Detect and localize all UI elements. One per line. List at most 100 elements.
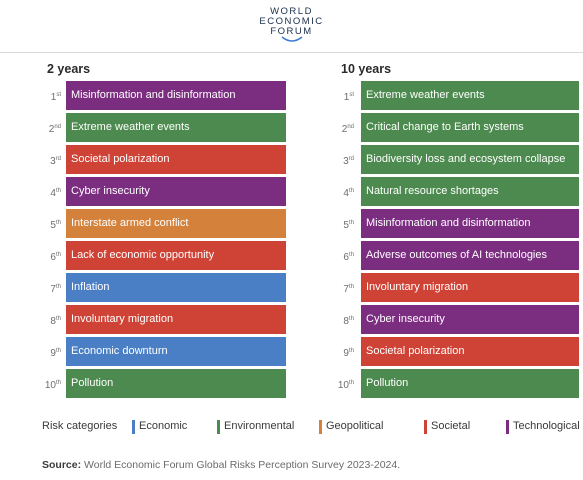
rank-label: 5th [326,209,354,238]
rank-number: 5 [50,220,56,231]
legend-label: Economic [139,420,188,432]
legend-label: Societal [431,420,471,432]
risk-bar: Critical change to Earth systems [361,113,579,142]
rank-label: 3rd [33,145,61,174]
rank-label: 3rd [326,145,354,174]
logo-arc-icon [281,36,303,42]
legend: Risk categories Economic Environmental Geo… [42,418,582,436]
risk-bar: Involuntary migration [66,305,286,334]
legend-swatch [506,420,509,434]
legend-swatch [319,420,322,434]
rank-number: 6 [50,252,56,263]
rank-number: 7 [50,284,56,295]
risk-bar: Misinformation and disinformation [361,209,579,238]
rank-label: 9th [326,337,354,366]
rank-label: 1st [33,81,61,110]
risk-bar: Societal polarization [361,337,579,366]
risk-bar: Extreme weather events [361,81,579,110]
rank-number: 1 [50,92,57,103]
rank-suffix: th [55,252,61,258]
legend-swatch [217,420,220,434]
wef-logo: WORLD ECONOMIC FORUM [0,7,583,37]
rank-label: 9th [33,337,61,366]
rank-label: 7th [326,273,354,302]
rank-suffix: th [55,316,61,322]
rank-suffix: th [348,252,354,258]
risk-bar: Involuntary migration [361,273,579,302]
rank-label: 8th [326,305,354,334]
risk-bar: Adverse outcomes of AI technologies [361,241,579,270]
rank-label: 1st [326,81,354,110]
rank-number: 4 [50,188,56,199]
rank-suffix: nd [54,124,61,130]
risk-bar: Inflation [66,273,286,302]
rank-suffix: th [55,284,61,290]
rank-number: 8 [343,316,349,327]
rank-suffix: th [55,380,61,386]
rank-suffix: st [349,92,354,98]
rank-label: 5th [33,209,61,238]
risk-bar: Cyber insecurity [66,177,286,206]
rank-suffix: th [55,348,61,354]
rank-number: 10 [337,380,349,391]
rank-number: 6 [343,252,349,263]
rank-number: 2 [48,124,55,135]
rank-number: 7 [343,284,349,295]
rank-label: 6th [326,241,354,270]
rank-suffix: th [348,220,354,226]
legend-label: Environmental [224,420,295,432]
rank-label: 4th [326,177,354,206]
rank-suffix: th [348,284,354,290]
rank-number: 3 [50,156,56,167]
logo-line-3: FORUM [270,26,313,37]
rank-label: 2nd [326,113,354,142]
logo-line-1: WORLD [270,6,313,17]
rank-label: 6th [33,241,61,270]
rank-suffix: th [348,380,354,386]
rank-label: 10th [33,369,61,398]
rank-number: 10 [44,380,56,391]
risk-bar: Lack of economic opportunity [66,241,286,270]
legend-title: Risk categories [42,420,118,432]
source-note: Source: World Economic Forum Global Risk… [42,459,400,471]
rank-number: 9 [50,348,56,359]
rank-suffix: st [56,92,61,98]
rank-suffix: th [348,348,354,354]
rank-number: 1 [343,92,350,103]
legend-swatch [132,420,135,434]
risk-bar: Economic downturn [66,337,286,366]
risk-bar: Extreme weather events [66,113,286,142]
source-label: Source: [42,459,82,471]
legend-label: Technological [513,420,580,432]
rank-suffix: th [348,188,354,194]
risk-bar: Misinformation and disinformation [66,81,286,110]
rank-number: 5 [343,220,349,231]
rank-suffix: rd [55,156,61,162]
risk-bar: Biodiversity loss and ecosystem collapse [361,145,579,174]
rank-suffix: nd [347,124,354,130]
legend-label: Geopolitical [326,420,384,432]
rank-label: 7th [33,273,61,302]
rank-number: 4 [343,188,349,199]
rank-label: 2nd [33,113,61,142]
rank-label: 8th [33,305,61,334]
rank-suffix: th [55,220,61,226]
risk-bar: Interstate armed conflict [66,209,286,238]
legend-swatch [424,420,427,434]
rank-suffix: th [348,316,354,322]
rank-number: 2 [341,124,348,135]
rank-suffix: th [55,188,61,194]
rank-number: 3 [343,156,349,167]
column-title-2-years: 2 years [47,62,91,76]
risk-bar: Cyber insecurity [361,305,579,334]
risk-bar: Pollution [66,369,286,398]
risk-bar: Natural resource shortages [361,177,579,206]
header: WORLD ECONOMIC FORUM [0,0,583,53]
risk-bar: Pollution [361,369,579,398]
rank-suffix: rd [348,156,354,162]
risk-bar: Societal polarization [66,145,286,174]
rank-label: 4th [33,177,61,206]
rank-number: 9 [343,348,349,359]
column-title-10-years: 10 years [341,62,392,76]
rank-number: 8 [50,316,56,327]
